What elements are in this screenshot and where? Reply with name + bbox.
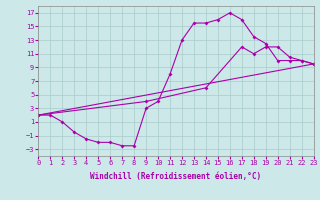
- X-axis label: Windchill (Refroidissement éolien,°C): Windchill (Refroidissement éolien,°C): [91, 172, 261, 181]
